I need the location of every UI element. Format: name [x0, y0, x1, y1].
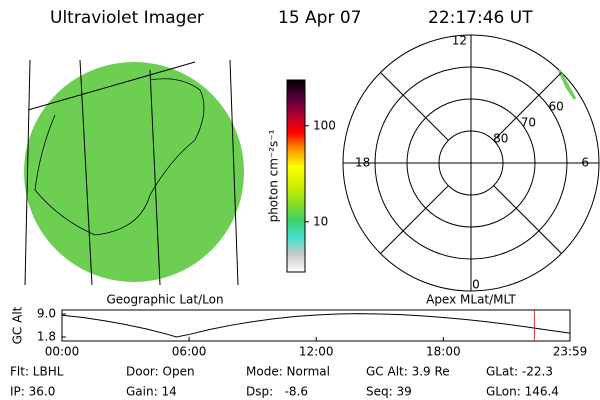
y-tick-label: 9.0: [37, 307, 56, 321]
y-label: GC Alt: [11, 306, 25, 344]
spoke: [380, 72, 449, 141]
spoke: [493, 72, 562, 141]
status-field: Door: Open: [126, 365, 195, 379]
ring-label: 70: [521, 116, 536, 130]
x-tick-label: 00:00: [45, 345, 80, 359]
mlt-label: 6: [581, 156, 589, 170]
status-field: IP: 36.0: [10, 385, 55, 399]
spoke: [493, 185, 562, 254]
mlt-label: 0: [472, 278, 480, 292]
status-field: GLat: -22.3: [486, 365, 553, 379]
spoke: [380, 185, 449, 254]
status-field: Dsp: -8.6: [246, 385, 308, 399]
status-field: Flt: LBHL: [10, 365, 64, 379]
tick-label: 10: [313, 214, 328, 228]
ring-label: 60: [548, 100, 563, 114]
x-tick-label: 06:00: [172, 345, 207, 359]
image-label: Geographic Lat/Lon: [106, 293, 223, 307]
tick-label: 100: [313, 118, 336, 132]
x-tick-label: 18:00: [426, 345, 461, 359]
title: Ultraviolet Imager: [50, 8, 204, 28]
polar-subtitle: Apex MLat/MLT: [426, 293, 516, 307]
grid-lines: [24, 59, 239, 286]
status-field: GC Alt: 3.9 Re: [366, 365, 450, 379]
colorbar: [286, 79, 306, 273]
status-field: Seq: 39: [366, 385, 412, 399]
aurora: [557, 69, 577, 100]
ring-label: 80: [493, 132, 508, 146]
colorbar-label: photon cm⁻²s⁻¹: [267, 129, 281, 222]
mlt-label: 12: [452, 34, 467, 48]
status-field: Gain: 14: [126, 385, 177, 399]
uv-disk: [24, 62, 244, 282]
status-field: GLon: 146.4: [486, 385, 559, 399]
x-tick-label: 12:00: [299, 345, 334, 359]
x-tick-label: 23:59: [553, 345, 588, 359]
image: [24, 59, 244, 286]
coastline: [34, 78, 205, 236]
date: 15 Apr 07: [278, 8, 361, 28]
time: 22:17:46 UT: [428, 8, 533, 28]
y-tick-label: 1.8: [37, 330, 56, 344]
altitude-line: [61, 313, 571, 338]
mlt-label: 18: [355, 156, 370, 170]
status-field: Mode: Normal: [246, 365, 330, 379]
